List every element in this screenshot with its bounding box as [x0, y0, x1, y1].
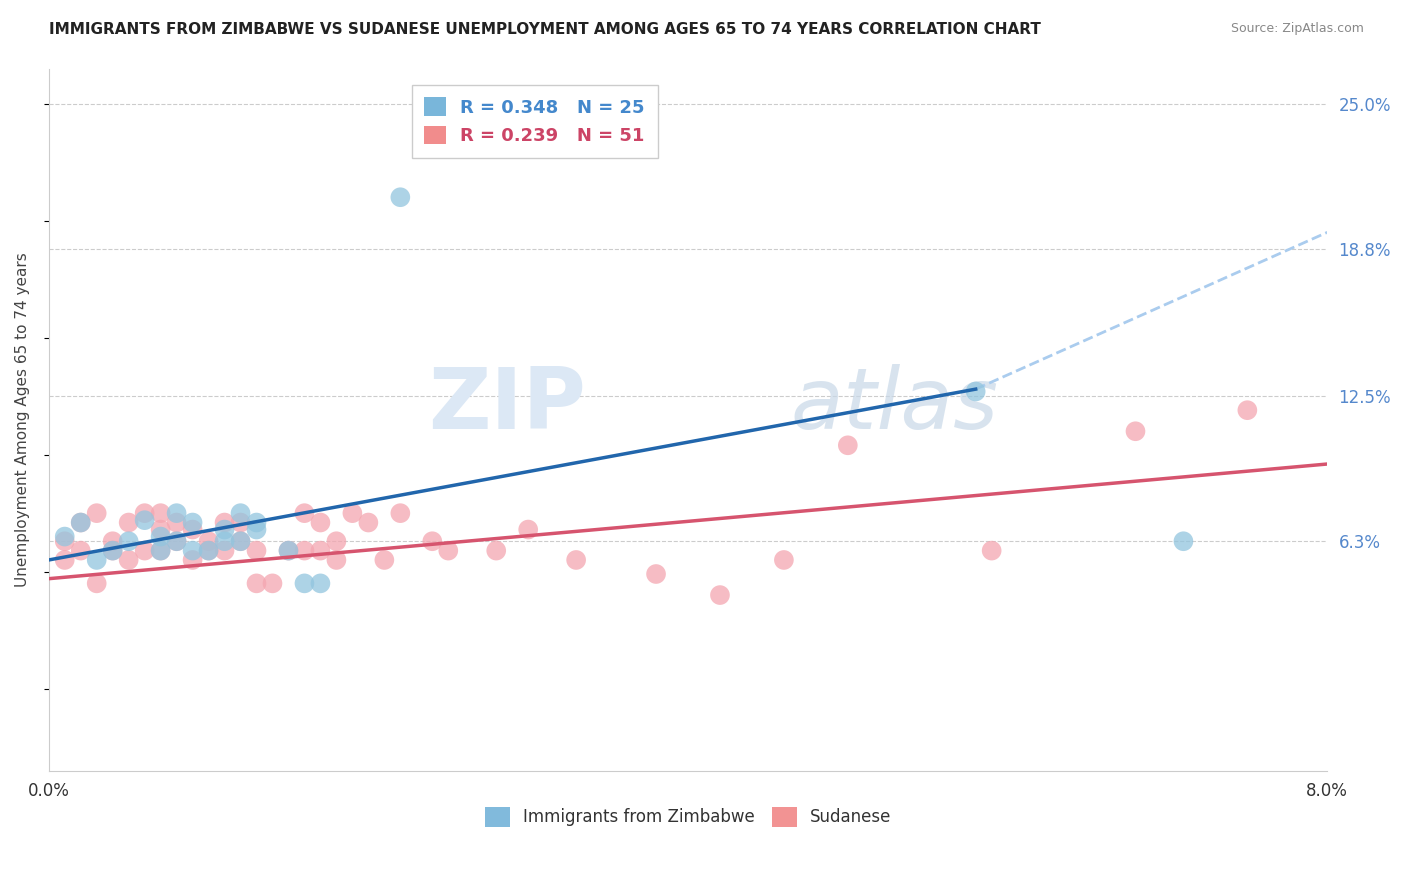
Point	[294, 543, 316, 558]
Point	[294, 506, 316, 520]
Point	[245, 543, 267, 558]
Point	[389, 190, 412, 204]
Point	[277, 543, 299, 558]
Point	[1173, 534, 1195, 549]
Point	[709, 588, 731, 602]
Point	[342, 506, 364, 520]
Point	[229, 516, 252, 530]
Point	[294, 576, 316, 591]
Point	[53, 534, 76, 549]
Point	[166, 506, 188, 520]
Point	[197, 543, 219, 558]
Point	[69, 516, 91, 530]
Point	[214, 523, 236, 537]
Point	[86, 506, 108, 520]
Point	[309, 516, 332, 530]
Point	[420, 534, 443, 549]
Point	[357, 516, 380, 530]
Point	[118, 516, 141, 530]
Point	[437, 543, 460, 558]
Point	[181, 553, 204, 567]
Point	[837, 438, 859, 452]
Point	[277, 543, 299, 558]
Text: ZIP: ZIP	[427, 364, 586, 447]
Point	[645, 567, 668, 582]
Point	[53, 553, 76, 567]
Point	[485, 543, 508, 558]
Point	[166, 534, 188, 549]
Point	[1125, 424, 1147, 438]
Point	[245, 516, 267, 530]
Point	[134, 543, 156, 558]
Point	[181, 516, 204, 530]
Point	[965, 384, 987, 399]
Point	[69, 516, 91, 530]
Point	[197, 534, 219, 549]
Point	[773, 553, 796, 567]
Point	[134, 506, 156, 520]
Point	[1236, 403, 1258, 417]
Point	[197, 543, 219, 558]
Point	[149, 543, 172, 558]
Text: Source: ZipAtlas.com: Source: ZipAtlas.com	[1230, 22, 1364, 36]
Point	[166, 534, 188, 549]
Point	[86, 576, 108, 591]
Point	[214, 516, 236, 530]
Point	[101, 543, 124, 558]
Legend: Immigrants from Zimbabwe, Sudanese: Immigrants from Zimbabwe, Sudanese	[478, 800, 898, 834]
Point	[118, 553, 141, 567]
Point	[309, 576, 332, 591]
Point	[149, 530, 172, 544]
Point	[181, 543, 204, 558]
Point	[229, 506, 252, 520]
Point	[166, 516, 188, 530]
Point	[565, 553, 588, 567]
Point	[149, 506, 172, 520]
Point	[69, 543, 91, 558]
Point	[325, 553, 347, 567]
Point	[517, 523, 540, 537]
Point	[181, 523, 204, 537]
Point	[149, 543, 172, 558]
Point	[149, 523, 172, 537]
Point	[53, 530, 76, 544]
Point	[262, 576, 284, 591]
Point	[325, 534, 347, 549]
Point	[214, 543, 236, 558]
Point	[134, 513, 156, 527]
Point	[980, 543, 1002, 558]
Point	[245, 576, 267, 591]
Point	[389, 506, 412, 520]
Point	[229, 534, 252, 549]
Point	[101, 534, 124, 549]
Point	[101, 543, 124, 558]
Point	[309, 543, 332, 558]
Point	[245, 523, 267, 537]
Y-axis label: Unemployment Among Ages 65 to 74 years: Unemployment Among Ages 65 to 74 years	[15, 252, 30, 587]
Text: atlas: atlas	[790, 364, 998, 447]
Point	[118, 534, 141, 549]
Point	[86, 553, 108, 567]
Point	[373, 553, 395, 567]
Text: IMMIGRANTS FROM ZIMBABWE VS SUDANESE UNEMPLOYMENT AMONG AGES 65 TO 74 YEARS CORR: IMMIGRANTS FROM ZIMBABWE VS SUDANESE UNE…	[49, 22, 1040, 37]
Point	[214, 534, 236, 549]
Point	[229, 534, 252, 549]
